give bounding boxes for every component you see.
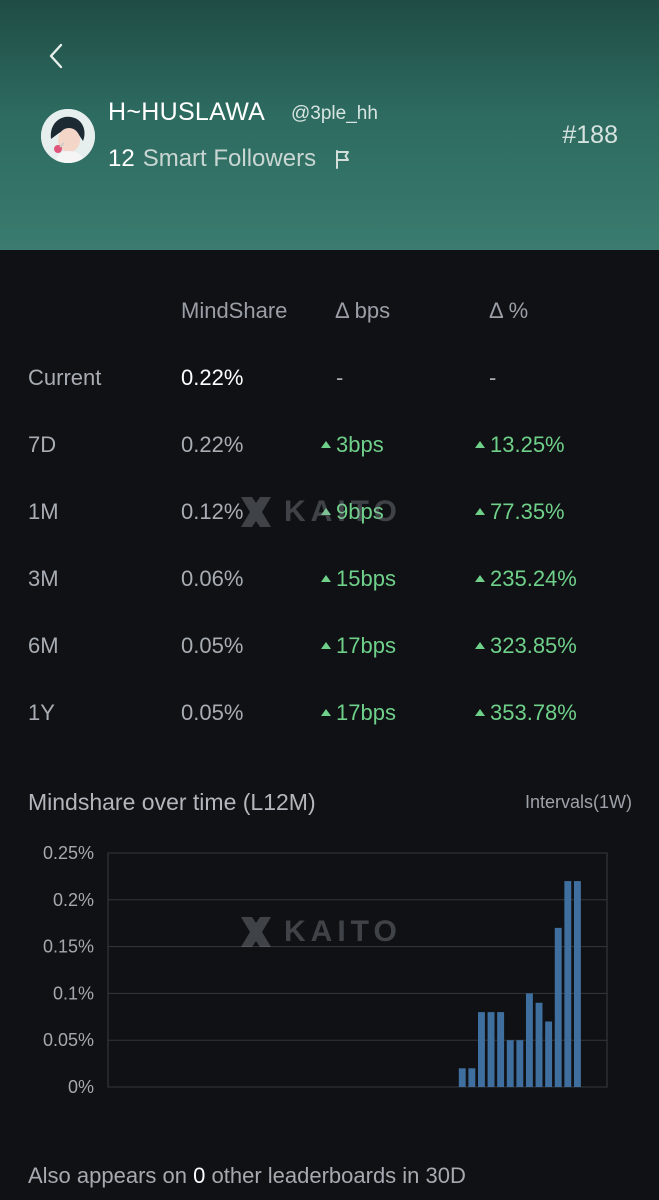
up-arrow-icon <box>321 440 331 448</box>
avatar[interactable] <box>41 109 95 163</box>
row-label: 6M <box>28 633 59 658</box>
col-header-mindshare: MindShare <box>181 298 288 323</box>
pct-value: 77.35% <box>490 499 565 524</box>
chevron-left-icon <box>49 43 63 69</box>
y-tick-label: 0.05% <box>43 1030 94 1050</box>
up-arrow-icon <box>321 708 331 716</box>
pct-value: 323.85% <box>490 633 577 658</box>
row-pct: 77.35% <box>475 499 565 525</box>
row-mindshare: 0.22% <box>181 432 244 457</box>
up-arrow-icon <box>475 708 485 716</box>
row-pct: 323.85% <box>475 633 577 659</box>
profile-header: H~HUSLAWA @3ple_hh 12 Smart Followers #1… <box>0 0 659 250</box>
chart-bar <box>545 1021 553 1087</box>
row-mindshare: 0.05% <box>181 700 244 725</box>
followers-count: 12 <box>108 145 135 172</box>
chart-bar <box>525 993 533 1087</box>
pct-value: 353.78% <box>490 700 577 725</box>
row-label: 1Y <box>28 700 55 725</box>
pct-value: 13.25% <box>490 432 565 457</box>
up-arrow-icon <box>475 507 485 515</box>
rank-badge: #188 <box>562 121 618 149</box>
row-mindshare: 0.05% <box>181 633 244 658</box>
up-arrow-icon <box>321 574 331 582</box>
bps-value: 15bps <box>336 566 396 591</box>
chart-bar <box>564 881 572 1087</box>
row-label: 3M <box>28 566 59 591</box>
chart-bar <box>458 1068 466 1087</box>
up-arrow-icon <box>475 574 485 582</box>
followers-label: Smart Followers <box>142 145 317 172</box>
back-button[interactable] <box>40 40 72 72</box>
row-bps: 15bps <box>321 566 396 592</box>
kaito-watermark: KAITO <box>238 494 402 530</box>
watermark-text: KAITO <box>284 495 402 528</box>
footer-prefix: Also appears on <box>28 1163 187 1188</box>
row-pct: - <box>489 365 497 390</box>
smart-followers: 12 Smart Followers <box>108 145 354 173</box>
row-label: 7D <box>28 432 57 457</box>
y-tick-label: 0.2% <box>53 890 94 910</box>
chart-bar <box>554 927 562 1087</box>
footer-count: 0 <box>193 1163 206 1188</box>
row-mindshare: 0.12% <box>181 499 244 524</box>
bps-value: 17bps <box>336 700 396 725</box>
y-tick-label: 0.25% <box>43 843 94 863</box>
row-mindshare: 0.06% <box>181 566 244 591</box>
row-pct: 353.78% <box>475 700 577 726</box>
chart-bar <box>468 1068 476 1087</box>
watermark-text: KAITO <box>284 915 402 948</box>
row-label: Current <box>28 365 102 390</box>
bps-value: 3bps <box>336 432 384 457</box>
kaito-logo-icon <box>241 497 271 527</box>
bps-value: 9bps <box>336 499 384 524</box>
y-tick-label: 0.15% <box>43 937 94 957</box>
row-bps: 17bps <box>321 700 396 726</box>
chart-bar <box>535 1002 543 1087</box>
chart-bar <box>477 1012 485 1087</box>
up-arrow-icon <box>475 641 485 649</box>
row-bps: 17bps <box>321 633 396 659</box>
intervals-selector[interactable]: Intervals(1W) <box>524 792 632 812</box>
pct-value: 235.24% <box>490 566 577 591</box>
mindshare-bar-chart: 0% 0.05% 0.1% 0.15% 0.2% 0.25% <box>43 843 608 1097</box>
col-header-pct: Δ % <box>489 298 529 323</box>
up-arrow-icon <box>321 641 331 649</box>
kaito-logo-icon <box>241 917 271 947</box>
flag-icon <box>336 150 350 169</box>
chart-bar <box>487 1012 495 1087</box>
row-label: 1M <box>28 499 59 524</box>
up-arrow-icon <box>321 507 331 515</box>
avatar-image <box>41 109 95 163</box>
row-pct: 13.25% <box>475 432 565 458</box>
chart-bar <box>506 1040 514 1087</box>
chart-bar <box>497 1012 505 1087</box>
kaito-watermark: KAITO <box>238 914 402 950</box>
leaderboards-footer: Also appears on 0 other leaderboards in … <box>28 1163 466 1189</box>
col-header-bps: Δ bps <box>335 298 391 323</box>
bps-value: 17bps <box>336 633 396 658</box>
profile-handle: @3ple_hh <box>291 103 378 124</box>
up-arrow-icon <box>475 440 485 448</box>
chart-title: Mindshare over time (L12M) <box>28 789 316 815</box>
row-bps: 3bps <box>321 432 384 458</box>
chart-bar <box>573 881 581 1087</box>
profile-name: H~HUSLAWA <box>108 98 266 126</box>
report-flag-button[interactable] <box>332 148 354 170</box>
chart-bar <box>516 1040 524 1087</box>
y-tick-label: 0.1% <box>53 983 94 1003</box>
row-pct: 235.24% <box>475 566 577 592</box>
y-tick-label: 0% <box>68 1077 94 1097</box>
row-bps: 9bps <box>321 499 384 525</box>
row-bps: - <box>336 365 344 390</box>
row-mindshare: 0.22% <box>181 365 244 390</box>
footer-suffix: other leaderboards in 30D <box>211 1163 466 1188</box>
